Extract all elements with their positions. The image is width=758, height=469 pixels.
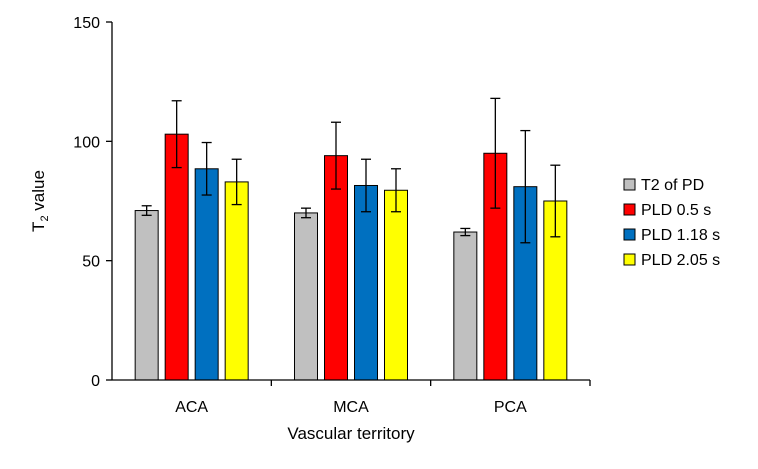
y-axis-title-rest: value <box>29 170 48 215</box>
legend-swatch-0 <box>623 178 636 191</box>
x-ticks-group: ACA MCA PCA <box>175 380 591 416</box>
bars-group <box>134 133 568 381</box>
legend: T2 of PD PLD 0.5 s PLD 1.18 s PLD 2.05 s <box>623 177 720 269</box>
y-axis-title-subscript: 2 <box>39 215 51 221</box>
legend-swatch-1 <box>623 203 636 216</box>
bar-pca-series-0 <box>453 231 478 381</box>
legend-label-1: PLD 0.5 s <box>641 202 711 219</box>
bar-aca-series-0 <box>134 210 159 381</box>
x-tick-label-mca: MCA <box>333 399 369 416</box>
bar-aca-series-1 <box>164 133 189 381</box>
legend-swatch-3 <box>623 253 636 266</box>
x-tick-label-pca: PCA <box>494 399 527 416</box>
legend-label-2: PLD 1.18 s <box>641 227 720 244</box>
y-tick-label: 100 <box>73 134 100 151</box>
legend-swatch-2 <box>623 228 636 241</box>
axes-group <box>111 22 590 381</box>
bar-mca-series-3 <box>384 189 408 381</box>
error-bars-group <box>141 97 561 244</box>
y-tick-label: 0 <box>91 373 100 390</box>
bar-mca-series-2 <box>354 184 378 381</box>
x-axis-title: Vascular territory <box>287 424 415 443</box>
x-tick-label-aca: ACA <box>175 399 208 416</box>
bar-mca-series-0 <box>294 212 318 381</box>
bar-aca-series-2 <box>194 168 219 381</box>
y-axis-title: T2 value <box>29 170 51 232</box>
y-tick-label: 50 <box>82 254 100 271</box>
y-ticks-group: 0 50 100 150 <box>73 15 112 390</box>
legend-label-3: PLD 2.05 s <box>641 252 720 269</box>
y-axis-title-main: T <box>29 222 48 232</box>
bar-aca-series-3 <box>224 181 249 381</box>
y-tick-label: 150 <box>73 15 100 32</box>
legend-label-0: T2 of PD <box>641 177 704 194</box>
